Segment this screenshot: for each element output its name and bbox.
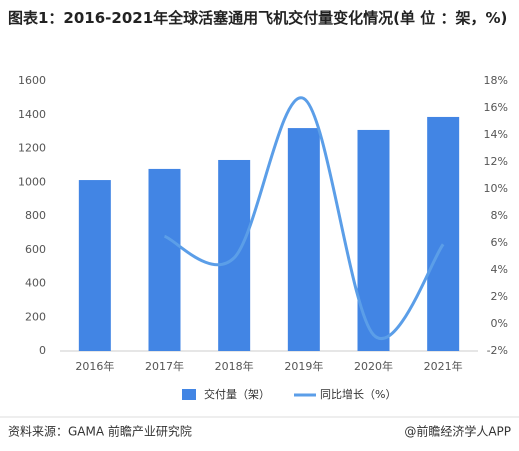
bar: [357, 129, 390, 351]
y-tick-label: 1000: [18, 175, 46, 188]
y-tick-label: 800: [25, 209, 46, 222]
x-tick-label: 2017年: [145, 359, 184, 373]
x-tick-label: 2018年: [215, 359, 254, 373]
y-tick-label: 600: [25, 243, 46, 256]
y-tick-label: 0: [39, 344, 46, 357]
y2-tick-label: -2%: [487, 344, 508, 357]
x-tick-label: 2016年: [75, 359, 114, 373]
bar: [427, 116, 460, 351]
y-tick-label: 1200: [18, 142, 46, 155]
bar: [218, 159, 251, 351]
y2-tick-label: 16%: [484, 101, 508, 114]
y-tick-label: 1400: [18, 108, 46, 121]
source: 资料来源：GAMA 前瞻产业研究院: [8, 424, 192, 439]
x-tick-label: 2021年: [424, 359, 463, 373]
bar: [148, 168, 181, 351]
chart-title: 图表1：2016-2021年全球活塞通用飞机交付量变化情况(单 位 ：架，%): [8, 9, 508, 27]
y2-tick-label: 4%: [491, 263, 508, 276]
y2-tick-label: 10%: [484, 182, 508, 195]
credit: @前瞻经济学人APP: [404, 424, 511, 439]
y2-tick-label: 6%: [491, 236, 508, 249]
y2-tick-label: 8%: [491, 209, 508, 222]
y2-tick-label: 2%: [491, 290, 508, 303]
y2-tick-label: 18%: [484, 74, 508, 87]
y-tick-label: 200: [25, 310, 46, 323]
y2-tick-label: 14%: [484, 128, 508, 141]
x-tick-label: 2020年: [354, 359, 393, 373]
x-tick-label: 2019年: [284, 359, 323, 373]
legend-label: 同比增长（%）: [320, 387, 396, 401]
y-tick-label: 400: [25, 277, 46, 290]
y-tick-label: 1600: [18, 74, 46, 87]
legend-label: 交付量（架）: [204, 387, 270, 401]
legend-swatch: [182, 389, 196, 400]
bar: [287, 128, 320, 351]
y2-tick-label: 12%: [484, 155, 508, 168]
bar: [78, 180, 111, 351]
y2-tick-label: 0%: [491, 317, 508, 330]
line: [163, 96, 445, 340]
